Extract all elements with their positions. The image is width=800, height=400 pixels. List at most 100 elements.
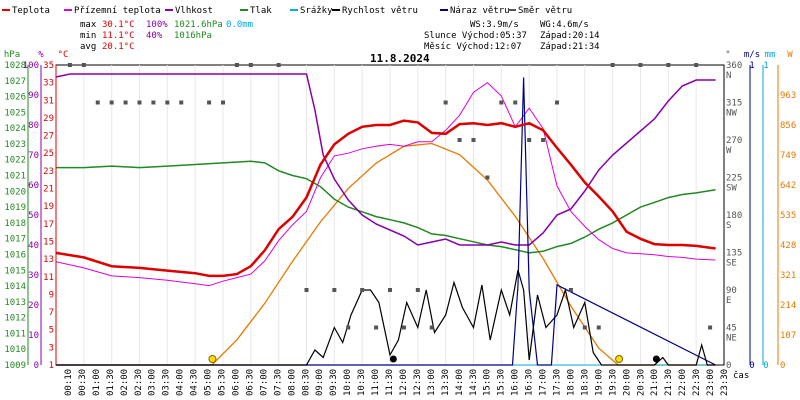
pressure-tick-label: 1009 <box>4 361 26 371</box>
humidity-tick-label: 50 <box>28 211 39 221</box>
temperature-tick-label: 17 <box>43 220 54 230</box>
wind-direction-point <box>374 325 379 330</box>
x-tick-label: 12:00 <box>399 369 409 396</box>
legend-label: Srážky <box>300 6 333 16</box>
wind-direction-point <box>207 100 212 105</box>
humidity-tick-label: 100 <box>23 61 39 71</box>
direction-tick-label: 45 <box>726 324 737 334</box>
legend-label: Teplota <box>12 6 50 16</box>
wind-direction-point <box>151 100 156 105</box>
temperature-tick-label: 35 <box>43 61 54 71</box>
temperature-tick-label: 13 <box>43 255 54 265</box>
direction-tick-label: E <box>726 296 731 306</box>
radiation-tick-label: 428 <box>780 241 796 251</box>
x-tick-label: 20:30 <box>636 369 646 396</box>
x-tick-label: 11:00 <box>371 369 381 396</box>
temperature-tick-label: 25 <box>43 149 54 159</box>
x-tick-label: 02:00 <box>120 369 130 396</box>
wind-direction-point <box>513 100 518 105</box>
series-teplota-line <box>55 119 716 278</box>
pressure-tick-label: 1026 <box>4 93 26 103</box>
stat-max-press: 1021.6hPa <box>174 20 223 30</box>
legend-label: Rychlost větru <box>342 6 418 16</box>
wind-direction-point <box>346 325 351 330</box>
x-tick-label: 18:30 <box>580 369 590 396</box>
direction-tick-label: NW <box>726 109 737 119</box>
pressure-tick-label: 1016 <box>4 250 26 260</box>
x-tick-label: 10:00 <box>343 369 353 396</box>
x-tick-label: 22:00 <box>678 369 688 396</box>
pressure-tick-label: 1018 <box>4 219 26 229</box>
humidity-tick-label: 80 <box>28 121 39 131</box>
x-tick-label: 01:30 <box>106 369 116 396</box>
rain-unit: mm <box>765 50 776 60</box>
temperature-tick-label: 31 <box>43 96 54 106</box>
x-tick-label: 16:30 <box>525 369 535 396</box>
series-vlhkost-line <box>55 73 716 246</box>
rain-tick-label: 0 <box>763 361 768 371</box>
stat-min-press: 1016hPa <box>174 31 212 41</box>
radiation-unit: W <box>787 50 793 60</box>
pressure-tick-label: 1021 <box>4 172 26 182</box>
direction-tick-label: 315 <box>726 99 742 109</box>
radiation-tick-label: 642 <box>780 181 796 191</box>
x-tick-label: 04:30 <box>190 369 200 396</box>
x-tick-label: 02:30 <box>134 369 144 396</box>
x-tick-label: 21:00 <box>650 369 660 396</box>
pressure-tick-label: 1022 <box>4 156 26 166</box>
pressure-tick-label: 1014 <box>4 282 26 292</box>
sunrise-marker <box>208 355 217 363</box>
x-tick-label: 13:00 <box>427 369 437 396</box>
wind-direction-point <box>471 138 476 142</box>
wind-direction-point <box>568 288 573 292</box>
wind-direction-point <box>401 325 406 330</box>
wind-direction-point <box>221 100 225 105</box>
wind-direction-point <box>179 100 184 105</box>
temperature-tick-label: 1 <box>49 361 54 371</box>
series-prizemni-teplota-line <box>55 81 716 287</box>
pressure-tick-label: 1023 <box>4 140 26 150</box>
x-tick-label: 15:30 <box>497 369 507 396</box>
pressure-tick-label: 1011 <box>4 329 26 339</box>
wind-direction-point <box>708 325 713 330</box>
x-tick-label: 17:00 <box>539 369 549 396</box>
wind-tick-label: 1 <box>749 61 754 71</box>
temperature-tick-label: 11 <box>43 273 54 283</box>
pressure-tick-label: 1024 <box>4 124 26 134</box>
radiation-tick-label: 749 <box>780 151 796 161</box>
direction-tick-label: 225 <box>726 174 742 184</box>
direction-tick-label: SE <box>726 259 737 269</box>
pressure-tick-label: 1015 <box>4 266 26 276</box>
info-sun-set: Západ:20:14 <box>540 31 600 41</box>
axes-layer: 1028102710261025102410231022102110201019… <box>4 50 796 396</box>
radiation-tick-label: 214 <box>780 301 796 311</box>
direction-tick-label: N <box>726 71 731 81</box>
wind-direction-point <box>123 100 128 105</box>
x-tick-label: 06:00 <box>231 369 241 396</box>
humidity-unit: % <box>38 50 44 60</box>
stat-avg-temp: 20.1°C <box>102 42 135 52</box>
x-tick-label: 16:00 <box>511 369 521 396</box>
direction-tick-label: SW <box>726 184 737 194</box>
wind-direction-point <box>388 288 392 292</box>
x-tick-label: 05:00 <box>204 369 214 396</box>
pressure-tick-label: 1025 <box>4 108 26 118</box>
x-tick-label: 23:30 <box>720 369 730 396</box>
temperature-tick-label: 7 <box>49 308 54 318</box>
series-tlak-line <box>56 160 716 254</box>
info-block: WS:3.9m/s WG:4.6m/s Slunce Východ:05:37 … <box>424 20 600 52</box>
humidity-tick-label: 0 <box>34 361 39 371</box>
pressure-tick-label: 1010 <box>4 345 26 355</box>
temperature-tick-label: 29 <box>43 114 54 124</box>
temperature-tick-label: 33 <box>43 79 54 89</box>
wind-direction-point <box>415 288 420 292</box>
wind-direction-point <box>596 325 601 330</box>
humidity-tick-label: 30 <box>28 271 39 281</box>
wind-direction-point <box>457 138 462 142</box>
x-tick-label: 03:30 <box>162 369 172 396</box>
humidity-tick-label: 10 <box>28 331 39 341</box>
stat-avg-label: avg <box>80 42 96 52</box>
temperature-tick-label: 21 <box>43 185 54 195</box>
temperature-tick-label: 3 <box>49 343 54 353</box>
